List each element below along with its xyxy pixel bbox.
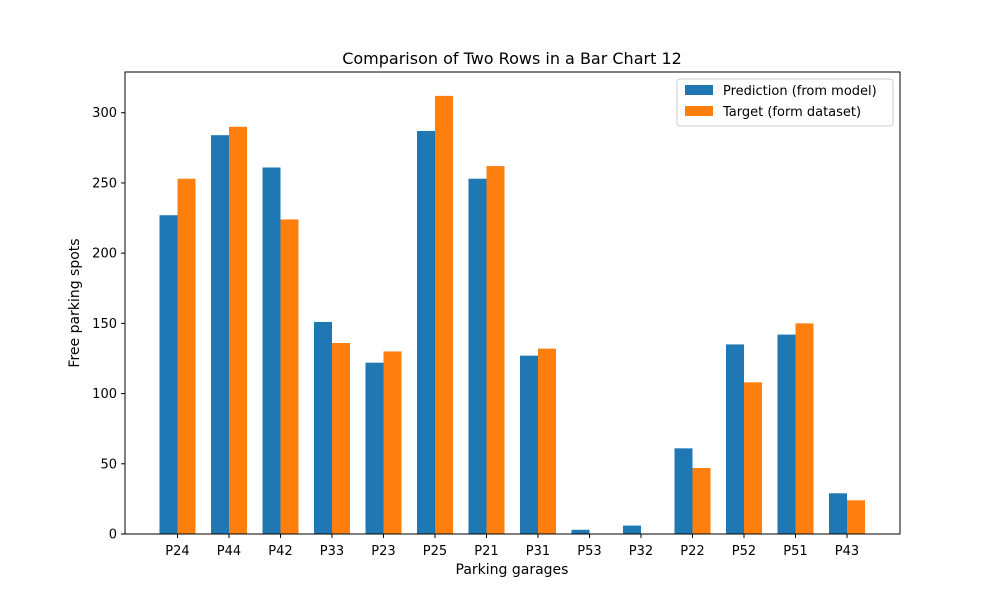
- x-tick-label: P24: [165, 544, 189, 559]
- x-axis-ticks: P24 P44 P42 P33 P23 P25 P21 P31 P53 P32 P22 P52 P51 P…: [165, 534, 859, 559]
- bar-target-p23: [383, 351, 402, 534]
- bar-prediction-p31: [520, 355, 538, 534]
- bar-prediction-p23: [365, 362, 384, 534]
- y-tick-label: 50: [100, 457, 117, 472]
- chart-title: Comparison of Two Rows in a Bar Chart 12: [342, 49, 682, 68]
- bar-prediction-p44: [211, 135, 229, 535]
- bar-target-p31: [538, 348, 556, 534]
- x-tick-label: P53: [577, 544, 601, 559]
- x-tick-label: P32: [629, 544, 653, 559]
- bar-prediction-p43: [829, 493, 847, 534]
- bar-target-p44: [229, 126, 247, 534]
- bar-prediction-p24: [159, 215, 178, 534]
- bar-target-p21: [486, 166, 505, 534]
- y-axis-label: Free parking spots: [67, 238, 83, 367]
- x-tick-label: P25: [423, 544, 447, 559]
- bar-prediction-p42: [262, 167, 281, 534]
- x-tick-label: P42: [268, 544, 292, 559]
- legend-label-prediction: Prediction (from model): [723, 84, 877, 99]
- bar-target-p43: [847, 500, 865, 534]
- x-tick-label: P23: [371, 544, 395, 559]
- bar-prediction-p33: [314, 321, 332, 534]
- x-tick-label: P43: [835, 544, 859, 559]
- bar-target-p22: [692, 468, 711, 534]
- x-axis-label: Parking garages: [456, 562, 569, 578]
- x-tick-label: P52: [732, 544, 756, 559]
- plot-frame: [124, 71, 901, 535]
- y-tick-label: 200: [92, 247, 117, 262]
- bar-target-p51: [795, 323, 814, 534]
- bar-prediction-p53: [571, 529, 590, 534]
- bar-target-p42: [280, 219, 299, 534]
- legend-swatch-target: [685, 106, 713, 116]
- y-axis-ticks: 0 50 100 150 200 250 300: [92, 106, 125, 543]
- bar-target-p24: [177, 178, 196, 535]
- y-tick-label: 0: [109, 528, 117, 543]
- bar-prediction-p52: [726, 344, 744, 534]
- x-tick-label: P31: [526, 544, 550, 559]
- bar-prediction-p25: [417, 130, 435, 534]
- x-tick-label: P44: [217, 544, 241, 559]
- bar-prediction-p51: [777, 334, 796, 534]
- bar-prediction-p21: [468, 178, 487, 535]
- y-tick-label: 150: [92, 317, 117, 332]
- legend-swatch-prediction: [685, 85, 713, 95]
- x-tick-label: P21: [474, 544, 498, 559]
- x-tick-label: P22: [680, 544, 704, 559]
- bar-target-p52: [744, 382, 762, 534]
- bars-group: [159, 95, 865, 535]
- legend: Prediction (from model) Target (form dat…: [676, 78, 894, 127]
- legend-box: [676, 78, 894, 127]
- y-tick-label: 250: [92, 176, 117, 191]
- x-tick-label: P51: [783, 544, 807, 559]
- bar-prediction-p22: [674, 448, 693, 534]
- x-tick-label: P33: [320, 544, 344, 559]
- bar-target-p25: [435, 95, 453, 534]
- y-tick-label: 100: [92, 387, 117, 402]
- y-tick-label: 300: [92, 106, 117, 121]
- bar-target-p33: [332, 343, 350, 534]
- bar-prediction-p32: [623, 525, 641, 534]
- legend-label-target: Target (form dataset): [722, 105, 861, 120]
